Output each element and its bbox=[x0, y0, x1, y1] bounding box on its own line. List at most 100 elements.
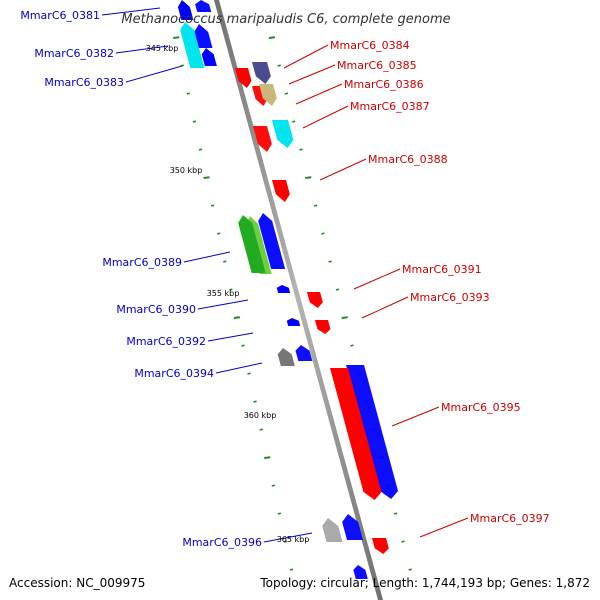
leader-line bbox=[302, 105, 349, 129]
tick-dot bbox=[216, 232, 221, 235]
gene-block-extra bbox=[195, 0, 212, 12]
leader-line bbox=[197, 299, 249, 310]
leader-line bbox=[319, 158, 367, 181]
gene-label[interactable]: MmarC6_0381 bbox=[20, 9, 100, 22]
tick-label: 365 kbp bbox=[277, 535, 310, 544]
gene-label[interactable]: MmarC6_0392 bbox=[126, 335, 206, 348]
tick-dot bbox=[223, 260, 227, 263]
accession-text: Accession: NC_009975 bbox=[9, 576, 146, 590]
tick-label: 345 kbp bbox=[146, 44, 179, 53]
gene-block-extra bbox=[258, 213, 286, 269]
gene-block-extra bbox=[194, 24, 213, 48]
tick-dot bbox=[277, 64, 281, 67]
gene-label[interactable]: MmarC6_0384 bbox=[330, 39, 410, 52]
gene-arrow-mmarc6-0396 bbox=[322, 518, 343, 542]
tick-dot bbox=[328, 260, 332, 263]
leader-line bbox=[263, 532, 313, 543]
gene-block-extra bbox=[295, 345, 313, 361]
tick-dot bbox=[192, 120, 197, 123]
gene-label[interactable]: MmarC6_0382 bbox=[34, 47, 114, 60]
gene-label[interactable]: MmarC6_0397 bbox=[470, 512, 550, 525]
tick-dot bbox=[350, 344, 354, 347]
tick-dot bbox=[247, 372, 251, 375]
tick-dot bbox=[289, 568, 294, 571]
gene-arrow-mmarc6-0385 bbox=[252, 62, 271, 84]
tick-dot bbox=[241, 344, 245, 347]
tick-dot bbox=[233, 316, 241, 319]
tick-dot bbox=[305, 176, 312, 179]
gene-block-extra bbox=[342, 514, 364, 540]
gene-arrow-mmarc6-0381 bbox=[177, 0, 194, 20]
tick-dot bbox=[264, 456, 271, 459]
tick-dot bbox=[229, 288, 233, 291]
gene-label[interactable]: MmarC6_0387 bbox=[350, 100, 430, 113]
tick-dot bbox=[253, 400, 257, 403]
leader-line bbox=[115, 45, 169, 54]
gene-label[interactable]: MmarC6_0394 bbox=[134, 367, 214, 380]
tick-dot bbox=[393, 512, 398, 515]
gene-arrow-mmarc6-0391 bbox=[307, 292, 323, 308]
gene-label[interactable]: MmarC6_0386 bbox=[344, 78, 424, 91]
gene-arrow-mmarc6-0397 bbox=[372, 538, 389, 554]
gene-label[interactable]: MmarC6_0385 bbox=[337, 59, 417, 72]
gene-arrow-mmarc6-0384 bbox=[235, 68, 252, 88]
gene-arrow-mmarc6-0388 bbox=[272, 180, 290, 202]
genome-backbone bbox=[214, 0, 383, 600]
gene-arrow-mmarc6-0392 bbox=[286, 318, 301, 326]
topology-summary: Topology: circular; Length: 1,744,193 bp… bbox=[260, 576, 590, 590]
gene-arrow-mmarc6-0394 bbox=[277, 348, 295, 366]
tick-dot bbox=[313, 204, 318, 207]
tick-dot bbox=[277, 512, 282, 515]
tick-dot bbox=[284, 92, 289, 95]
leader-line bbox=[207, 332, 254, 342]
gene-label[interactable]: MmarC6_0390 bbox=[116, 303, 196, 316]
tick-dot bbox=[173, 36, 180, 39]
tick-dot bbox=[271, 484, 276, 487]
gene-label[interactable]: MmarC6_0395 bbox=[441, 401, 521, 414]
tick-labels: 345 kbp 350 kbp 355 kbp 360 kbp 365 kbp bbox=[146, 44, 310, 544]
gene-label[interactable]: MmarC6_0388 bbox=[368, 153, 448, 166]
tick-label: 350 kbp bbox=[170, 166, 203, 175]
tick-dot bbox=[186, 92, 191, 95]
leader-line bbox=[353, 268, 401, 290]
gene-label[interactable]: MmarC6_0396 bbox=[182, 536, 262, 549]
leader-line bbox=[215, 362, 263, 374]
tick-label: 360 kbp bbox=[244, 411, 277, 420]
leader-line bbox=[283, 44, 329, 69]
tick-dot bbox=[292, 120, 296, 123]
tick-dot bbox=[210, 204, 215, 207]
gene-arrow-mmarc6-0383 bbox=[201, 48, 217, 66]
leader-line bbox=[288, 64, 336, 85]
tick-dot bbox=[401, 540, 405, 543]
tick-dot bbox=[341, 316, 348, 319]
gene-labels: MmarC6_0381 MmarC6_0382 MmarC6_0383 MmarC6_… bbox=[20, 9, 549, 549]
leader-line bbox=[419, 517, 469, 538]
gene-label[interactable]: MmarC6_0393 bbox=[410, 291, 490, 304]
gene-arrow-mmarc6-0389 bbox=[238, 215, 266, 273]
tick-dot bbox=[299, 148, 303, 151]
tick-dot bbox=[283, 540, 288, 543]
map-title: Methanococcus maripaludis C6, complete g… bbox=[121, 12, 450, 27]
tick-dot bbox=[335, 288, 340, 291]
tick-label: 355 kbp bbox=[207, 289, 240, 298]
gene-arrow-mmarc6-0390 bbox=[276, 285, 291, 293]
tick-dot bbox=[268, 36, 276, 39]
gene-arrow-mmarc6-0387 bbox=[272, 120, 294, 148]
gene-arrow-mmarc6-0386 bbox=[259, 84, 277, 106]
leader-line bbox=[125, 65, 183, 83]
leader-line bbox=[391, 406, 440, 427]
backbone-band bbox=[214, 0, 383, 600]
gene-label[interactable]: MmarC6_0383 bbox=[44, 76, 124, 89]
gene-label[interactable]: MmarC6_0389 bbox=[102, 256, 182, 269]
tick-dot bbox=[321, 232, 325, 235]
tick-dot bbox=[203, 176, 210, 179]
gene-arrow-mmarc6-0393 bbox=[315, 320, 331, 334]
gene-label[interactable]: MmarC6_0391 bbox=[402, 263, 482, 276]
leader-line bbox=[101, 7, 161, 16]
tick-marks bbox=[173, 36, 412, 571]
gene-block-extra bbox=[353, 565, 368, 579]
tick-dot bbox=[408, 568, 412, 571]
gene-block-extra bbox=[346, 365, 399, 499]
gene-features bbox=[177, 0, 399, 579]
leader-line bbox=[183, 251, 231, 263]
